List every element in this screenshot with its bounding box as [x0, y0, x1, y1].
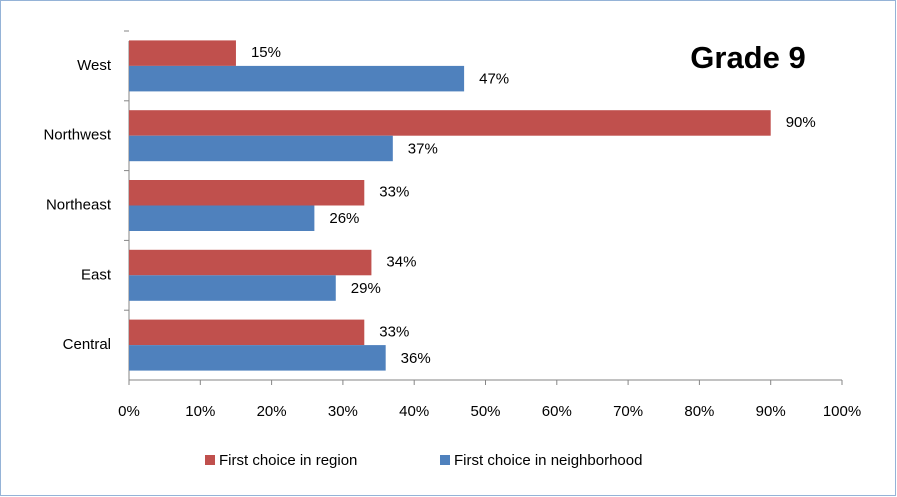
bar	[129, 319, 365, 346]
chart-title: Grade 9	[690, 40, 805, 75]
x-tick-label: 90%	[756, 403, 786, 420]
y-tick-label: Northwest	[43, 127, 111, 144]
x-tick-label: 80%	[684, 403, 714, 420]
legend-swatch	[440, 455, 450, 465]
legend-swatch	[205, 455, 215, 465]
data-label: 90%	[786, 114, 816, 131]
data-label: 34%	[386, 254, 416, 271]
data-label: 37%	[408, 140, 438, 157]
data-label: 36%	[401, 350, 431, 367]
data-label: 26%	[329, 210, 359, 227]
y-tick-label: Northeast	[46, 196, 112, 213]
bar	[129, 275, 336, 301]
y-tick-label: West	[77, 57, 112, 74]
legend-label: First choice in neighborhood	[454, 452, 642, 469]
x-tick-label: 10%	[185, 403, 215, 420]
x-tick-label: 40%	[399, 403, 429, 420]
bar	[129, 249, 372, 276]
data-label: 15%	[251, 44, 281, 61]
x-tick-label: 60%	[542, 403, 572, 420]
y-tick-label: East	[81, 266, 112, 283]
x-tick-label: 0%	[118, 403, 140, 420]
bar	[129, 345, 386, 371]
data-label: 33%	[379, 184, 409, 201]
data-label: 29%	[351, 280, 381, 297]
bar	[129, 110, 771, 136]
bar	[129, 205, 315, 231]
bar	[129, 135, 393, 162]
bar	[129, 180, 365, 206]
legend-label: First choice in region	[219, 452, 357, 469]
x-tick-label: 20%	[257, 403, 287, 420]
x-tick-label: 100%	[823, 403, 861, 420]
x-tick-label: 50%	[470, 403, 500, 420]
bar	[129, 65, 465, 92]
data-label: 33%	[379, 323, 409, 340]
data-label: 47%	[479, 71, 509, 88]
y-tick-label: Central	[63, 336, 111, 353]
x-tick-label: 70%	[613, 403, 643, 420]
bar	[129, 40, 236, 66]
x-tick-label: 30%	[328, 403, 358, 420]
